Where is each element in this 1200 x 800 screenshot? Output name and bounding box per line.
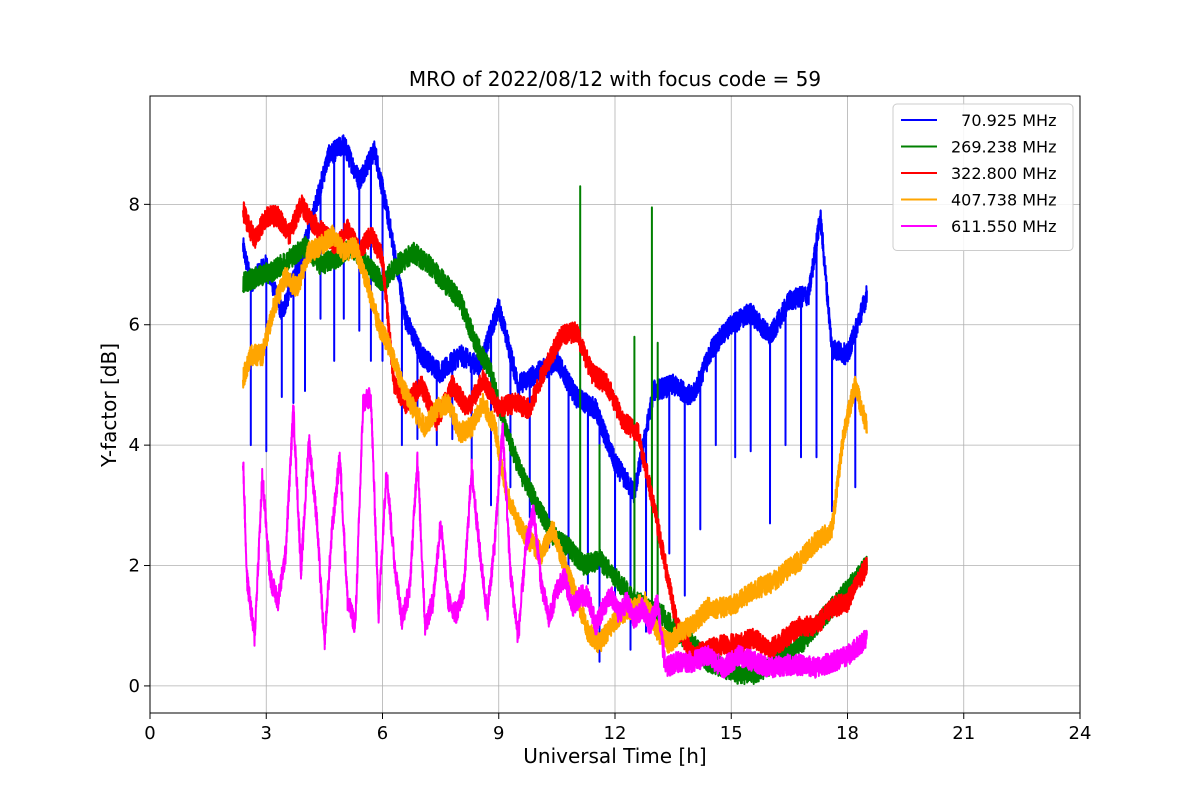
series-line [242, 387, 868, 679]
series-layer [242, 134, 868, 686]
x-axis-label: Universal Time [h] [523, 744, 706, 768]
legend-label: 611.550 MHz [951, 217, 1056, 236]
y-tick-label: 4 [129, 435, 140, 456]
y-tick-label: 2 [129, 556, 140, 577]
x-tick-label: 15 [720, 723, 743, 744]
x-tick-label: 9 [493, 723, 504, 744]
x-tick-label: 3 [261, 723, 272, 744]
legend-label: 269.238 MHz [951, 138, 1056, 157]
legend-box [892, 103, 1074, 251]
series-line [242, 185, 868, 686]
x-axis-ticks: 0 3 6 9 12 15 18 21 24 [144, 713, 1091, 744]
legend-label: 70.925 MHz [951, 111, 1056, 130]
x-tick-label: 24 [1069, 723, 1092, 744]
y-axis-label: Y-factor [dB] [97, 343, 121, 468]
x-tick-label: 6 [377, 723, 388, 744]
x-tick-label: 18 [836, 723, 859, 744]
y-tick-label: 0 [129, 676, 140, 697]
series-line [242, 224, 868, 654]
chart-title: MRO of 2022/08/12 with focus code = 59 [409, 67, 821, 91]
x-tick-label: 21 [952, 723, 975, 744]
y-tick-label: 8 [129, 194, 140, 215]
series-line [242, 194, 868, 667]
x-tick-label: 12 [604, 723, 627, 744]
y-axis-ticks: 0 2 4 6 8 [129, 194, 150, 697]
series-line [242, 134, 868, 663]
legend-label: 322.800 MHz [951, 164, 1056, 183]
legend-label: 407.738 MHz [951, 191, 1056, 210]
x-tick-label: 0 [144, 723, 155, 744]
y-tick-label: 6 [129, 315, 140, 336]
legend: 70.925 MHz 269.238 MHz 322.800 MHz 407.738 … [892, 103, 1074, 251]
